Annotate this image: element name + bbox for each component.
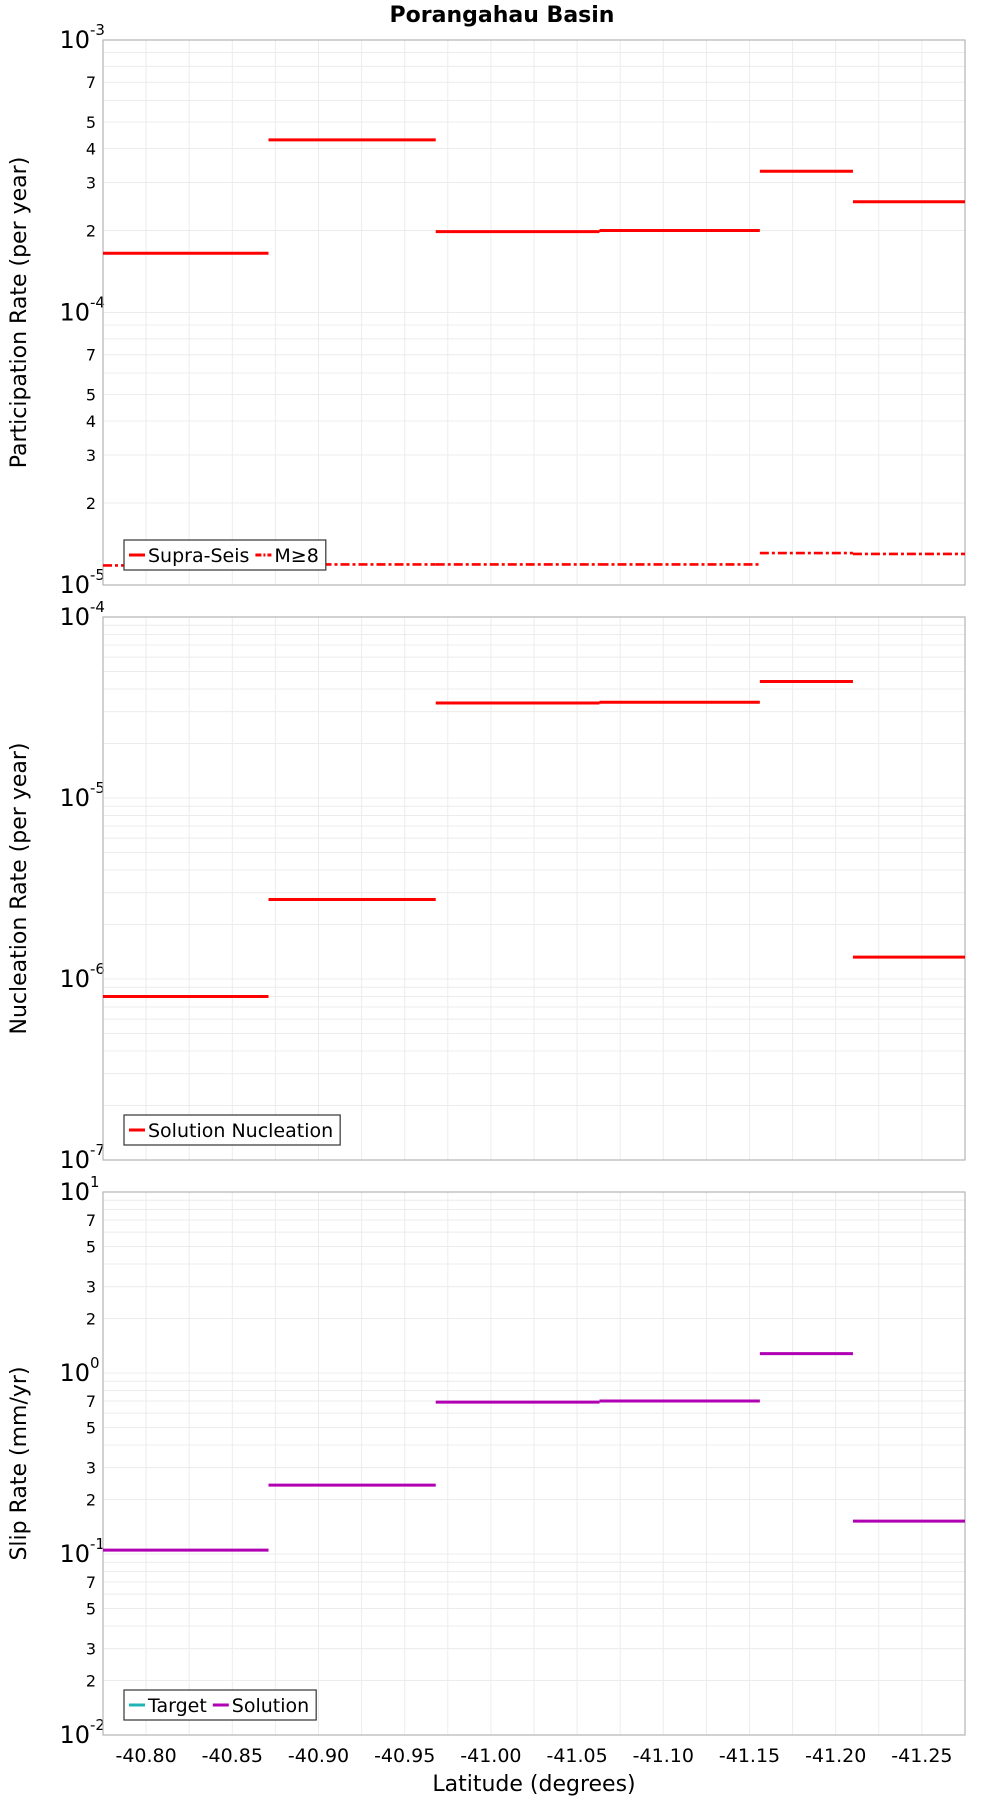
y-tick-label: 5 [86,1599,96,1618]
y-axis-label: Nucleation Rate (per year) [7,743,32,1035]
y-tick-label: 2 [86,1310,96,1329]
y-tick-label: 7 [86,73,96,92]
y-decade-label: 10 [59,1178,90,1206]
y-tick-label: 5 [86,113,96,132]
y-tick-label: 2 [86,1491,96,1510]
x-tick-label: -40.95 [374,1745,435,1767]
legend: Target Solution [123,1689,317,1721]
y-tick-label: 2 [86,221,96,240]
y-tick-label: 3 [86,1278,96,1297]
y-decade-label: 10 [59,603,90,631]
y-tick-label: 5 [86,1418,96,1437]
plot-frame [102,1191,966,1736]
x-tick-label: -40.90 [288,1745,349,1767]
legend-label: Solution Nucleation [148,1120,333,1142]
y-tick-label: 3 [86,446,96,465]
y-decade-exponent: -5 [90,779,105,797]
y-decade-label: 10 [59,1359,90,1387]
y-decade-exponent: -2 [90,1716,105,1734]
series-supra-seis [103,138,965,255]
y-decade-label: 10 [59,571,90,599]
x-tick-label: -41.25 [891,1745,952,1767]
x-axis-label: Latitude (degrees) [432,1772,635,1797]
legend-label: Solution [232,1695,309,1717]
x-tick-label: -41.20 [805,1745,866,1767]
plot-frame [102,616,966,1161]
y-tick-label: 7 [86,1573,96,1592]
y-tick-label: 2 [86,494,96,513]
x-tick-label: -40.85 [202,1745,263,1767]
y-decade-label: 10 [59,965,90,993]
y-decade-exponent: -3 [90,21,105,39]
legend: Supra-Seis M≥8 [123,539,327,571]
y-decade-label: 10 [59,26,90,54]
y-decade-exponent: -1 [90,1535,105,1553]
y-tick-label: 5 [86,386,96,405]
y-decade-label: 10 [59,299,90,327]
y-decade-exponent: 0 [90,1354,100,1372]
legend-box [123,539,327,571]
legend-label: M≥8 [274,545,318,567]
legend-box [123,1114,341,1146]
y-decade-label: 10 [59,1146,90,1174]
x-tick-label: -41.10 [633,1745,694,1767]
y-tick-label: 3 [86,173,96,192]
series-solution-nucleation [103,680,965,999]
x-tick-label: -41.05 [546,1745,607,1767]
legend: Solution Nucleation [123,1114,341,1146]
x-tick-label: -40.80 [115,1745,176,1767]
y-tick-label: 4 [86,139,96,158]
y-decade-exponent: -7 [90,1141,105,1159]
y-tick-label: 2 [86,1672,96,1691]
y-decade-exponent: 1 [90,1173,100,1191]
y-tick-label: 7 [86,346,96,365]
chart-title: Porangahau Basin [390,3,615,28]
x-tick-label: -41.15 [719,1745,780,1767]
y-decade-exponent: -4 [90,294,105,312]
y-tick-label: 3 [86,1640,96,1659]
y-tick-label: 3 [86,1459,96,1478]
plot-frame [102,39,966,586]
y-decade-label: 10 [59,1540,90,1568]
y-axis-label: Participation Rate (per year) [7,157,32,469]
series-m-8 [103,551,965,567]
y-tick-label: 7 [86,1392,96,1411]
y-decade-label: 10 [59,784,90,812]
y-tick-label: 4 [86,412,96,431]
y-decade-exponent: -4 [90,598,105,616]
y-tick-label: 7 [86,1211,96,1230]
y-decade-exponent: -6 [90,960,105,978]
series-solution [103,1352,965,1552]
legend-label: Supra-Seis [148,545,249,567]
y-tick-label: 5 [86,1237,96,1256]
y-decade-exponent: -5 [90,566,105,584]
y-axis-label: Slip Rate (mm/yr) [7,1366,32,1560]
y-decade-label: 10 [59,1721,90,1749]
x-tick-label: -41.00 [460,1745,521,1767]
legend-label: Target [147,1695,207,1717]
